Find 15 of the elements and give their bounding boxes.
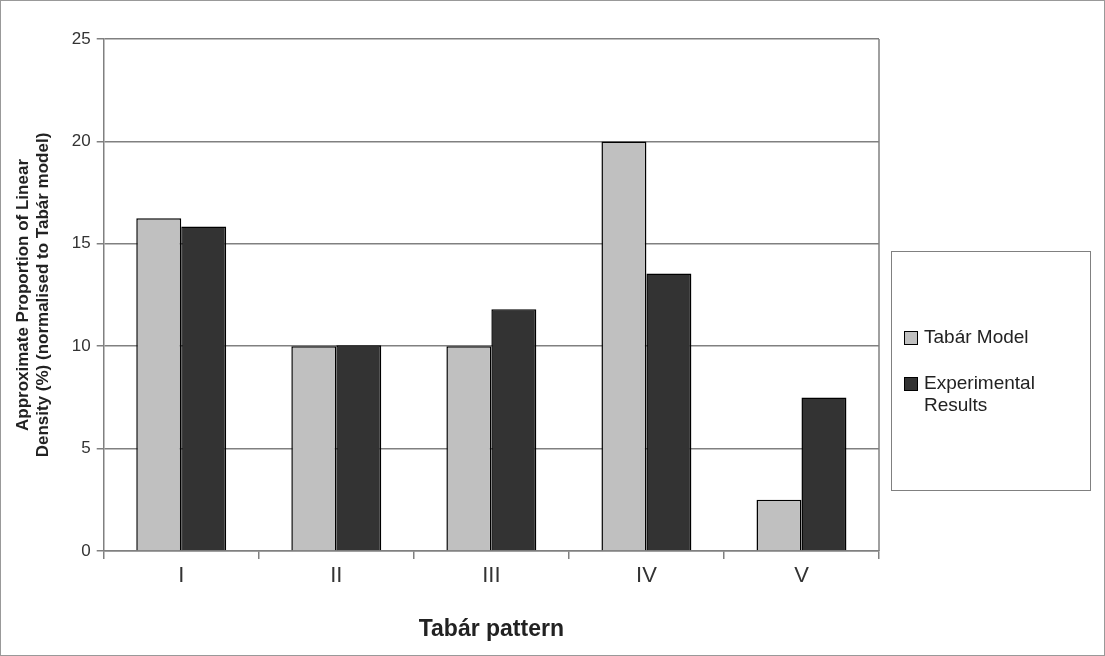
x-tick-label: IV [636,562,658,588]
x-tick-label: II [330,562,343,588]
x-tick-label: V [794,562,810,588]
legend-label: Experimental Results [924,372,1036,416]
x-tick-label: I [178,562,185,588]
y-tick-label: 0 [81,540,91,560]
y-tick-label: 20 [71,131,91,151]
legend-label: Tabár Model [924,326,1030,348]
y-axis-title: Approximate Proportion of Linear Density (%) (normalised to Tabár model) [12,132,53,458]
y-tick-label: 10 [71,335,91,355]
y-tick-label: 15 [71,233,91,253]
y-tick-label: 25 [71,28,91,48]
y-tick-label: 5 [81,438,91,458]
x-axis-title: Tabár pattern [418,614,564,641]
x-tick-label: III [482,562,501,588]
